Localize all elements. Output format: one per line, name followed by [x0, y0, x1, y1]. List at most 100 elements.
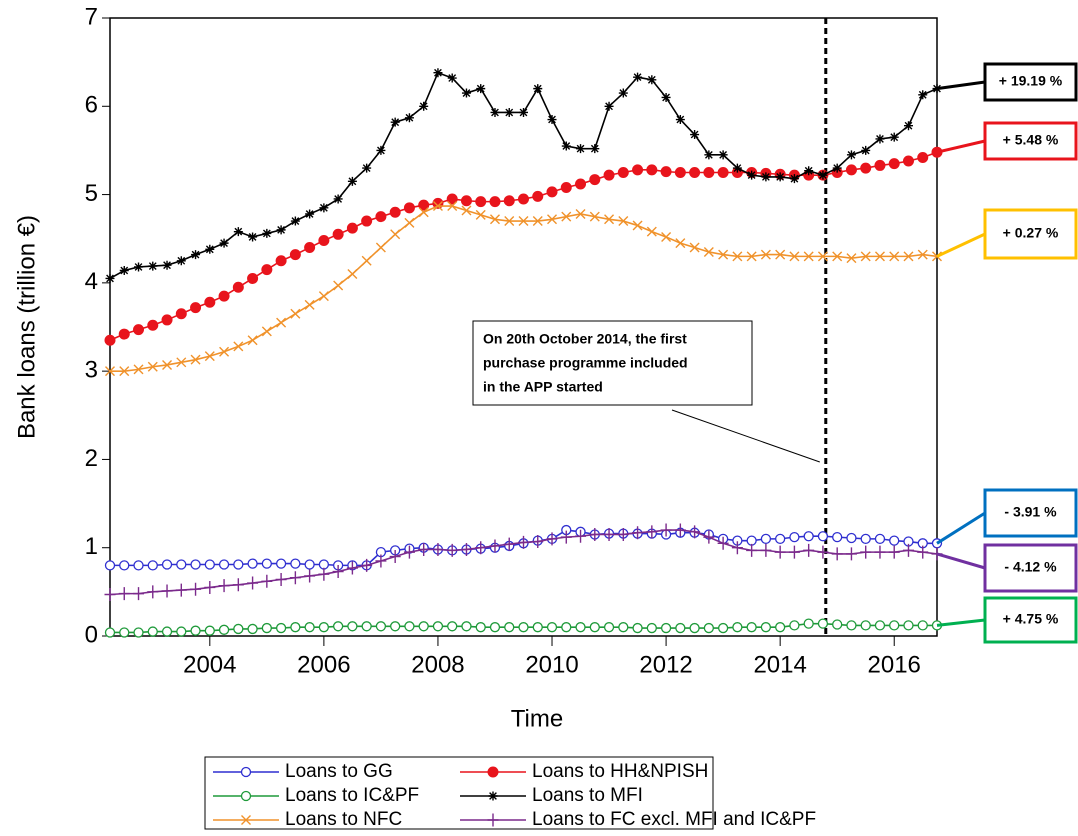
data-point	[732, 251, 743, 262]
data-point	[490, 107, 500, 117]
annotation-text: purchase programme included	[483, 355, 688, 371]
data-point	[147, 626, 158, 637]
callout-connector	[936, 618, 986, 627]
data-point	[346, 222, 358, 234]
data-point	[304, 622, 315, 633]
data-point	[760, 543, 772, 557]
data-point	[746, 543, 758, 557]
callout-box	[983, 62, 1078, 102]
data-point	[233, 227, 243, 237]
legend-box	[204, 756, 714, 830]
data-point	[917, 620, 928, 631]
data-point	[232, 578, 244, 592]
data-point	[247, 623, 258, 635]
data-point	[147, 585, 159, 599]
data-point	[817, 545, 829, 559]
data-point	[332, 228, 344, 240]
data-point	[176, 626, 187, 637]
data-point	[460, 542, 472, 556]
data-point	[674, 167, 686, 178]
legend-label: Loans to FC excl. MFI and IC&PF	[532, 809, 816, 830]
data-point	[661, 92, 671, 102]
data-point	[133, 324, 145, 336]
data-point	[190, 354, 201, 365]
data-point	[518, 622, 529, 633]
data-point	[717, 167, 729, 178]
data-point	[532, 622, 543, 633]
plot-frame	[109, 17, 938, 637]
data-point	[561, 141, 571, 151]
data-point	[845, 164, 857, 176]
data-point	[603, 527, 615, 541]
data-point	[191, 250, 201, 260]
data-point	[532, 190, 544, 202]
data-point	[660, 166, 672, 178]
data-point	[518, 193, 529, 205]
data-point	[789, 174, 799, 184]
data-point	[560, 182, 572, 194]
data-point	[233, 623, 244, 635]
data-point	[646, 164, 658, 176]
x-tick-label: 2014	[753, 651, 806, 678]
y-tick-label: 7	[85, 3, 98, 30]
data-point	[632, 526, 644, 540]
data-point	[389, 550, 401, 564]
data-point	[689, 525, 701, 539]
legend-label: Loans to IC&PF	[285, 785, 419, 806]
data-point	[133, 627, 144, 638]
data-point	[119, 627, 130, 638]
data-point	[118, 587, 130, 601]
annotation-pointer	[671, 409, 820, 463]
data-point	[832, 163, 842, 173]
data-point	[218, 579, 230, 593]
data-point	[789, 620, 800, 631]
data-point	[347, 621, 358, 632]
data-point	[304, 242, 316, 254]
data-point	[604, 101, 614, 111]
data-point	[617, 527, 629, 541]
data-point	[447, 621, 458, 632]
callout-box	[983, 208, 1078, 260]
data-point	[105, 366, 115, 377]
data-point	[218, 559, 230, 570]
data-point	[618, 622, 629, 633]
data-point	[704, 150, 714, 160]
data-point	[261, 558, 272, 569]
data-point	[504, 216, 515, 227]
data-point	[717, 536, 729, 550]
data-point	[148, 261, 158, 271]
data-point	[418, 542, 430, 556]
data-point	[860, 533, 871, 545]
data-point	[104, 560, 116, 571]
data-point	[632, 220, 643, 231]
data-point	[589, 174, 601, 186]
data-point	[518, 216, 529, 227]
data-point	[731, 541, 743, 555]
data-point	[161, 314, 173, 326]
callout-box	[983, 121, 1078, 161]
data-point	[104, 588, 116, 602]
data-point	[760, 622, 772, 633]
data-point	[718, 249, 729, 260]
data-point	[817, 531, 829, 542]
data-point	[717, 622, 729, 634]
data-point	[832, 619, 843, 630]
data-point	[689, 622, 700, 634]
data-point	[903, 121, 913, 131]
data-point	[803, 531, 814, 542]
data-point	[860, 620, 871, 631]
data-point	[276, 225, 286, 235]
y-tick-label: 3	[85, 356, 98, 383]
data-point	[789, 251, 800, 262]
data-point	[860, 545, 872, 559]
x-tick-label: 2004	[183, 651, 236, 678]
data-point	[147, 361, 158, 372]
data-point	[889, 132, 899, 142]
data-point	[275, 558, 287, 569]
data-point	[589, 622, 600, 633]
data-point	[346, 561, 358, 575]
data-point	[902, 543, 914, 557]
data-point	[219, 238, 229, 248]
data-point	[902, 155, 914, 167]
data-point	[418, 207, 429, 218]
